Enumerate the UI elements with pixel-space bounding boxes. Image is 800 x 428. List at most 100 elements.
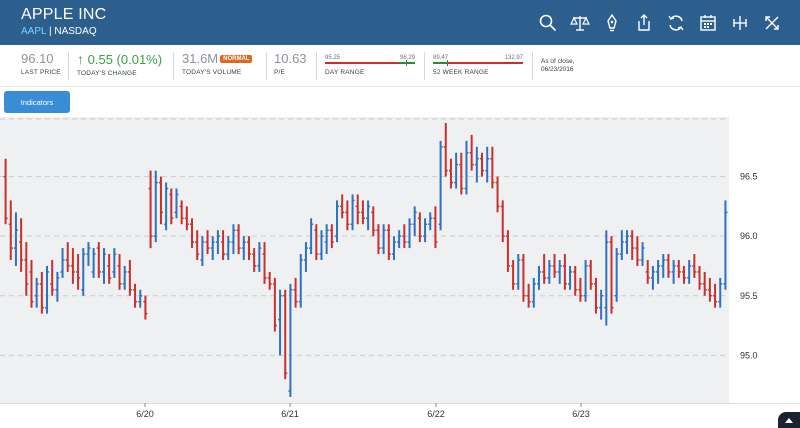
stat-divider: [424, 52, 425, 80]
ohlc-bar: [107, 254, 112, 284]
ohlc-bar: [438, 140, 443, 231]
day-range-bar: [325, 60, 415, 66]
ohlc-bar: [485, 146, 490, 183]
ohlc-bar: [625, 230, 630, 255]
ohlc-bar: [86, 242, 91, 266]
ohlc-bar: [153, 170, 158, 243]
pe-label: P/E: [274, 69, 286, 76]
ohlc-bar: [697, 265, 702, 290]
ohlc-bar: [619, 230, 624, 260]
x-axis-area: [0, 403, 800, 428]
ohlc-bar: [39, 271, 44, 314]
ohlc-bar: [423, 218, 428, 243]
ticker-separator: |: [48, 26, 55, 37]
ohlc-bar: [692, 254, 697, 278]
exchange-name: NASDAQ: [54, 26, 97, 37]
ohlc-bar: [34, 277, 39, 308]
ohlc-bar: [666, 254, 671, 278]
week52-range-marker: [447, 60, 448, 66]
ohlc-bar: [252, 248, 257, 272]
compare-scale-icon[interactable]: [564, 8, 596, 38]
ohlc-bar: [583, 260, 588, 302]
y-axis-area: [729, 117, 800, 403]
stat-divider: [68, 52, 69, 80]
ticker-symbol: AAPL: [21, 26, 47, 37]
ohlc-bar: [138, 289, 143, 308]
ohlc-bar: [397, 230, 402, 249]
volume-text: 31.6M: [182, 51, 219, 66]
ohlc-bar: [257, 242, 262, 272]
ohlc-bar: [45, 265, 50, 314]
ohlc-bar: [495, 176, 500, 213]
day-range-high: 96.29: [399, 55, 415, 61]
ohlc-bar: [184, 206, 189, 231]
ohlc-bar: [578, 277, 583, 302]
todays-volume-label: TODAY'S VOLUME: [182, 69, 242, 76]
price-chart[interactable]: 96.5 96.0 95.5 95.0 6/20 6/21 6/22 6/23: [0, 117, 800, 428]
ohlc-bar: [350, 194, 355, 231]
ohlc-bar: [681, 265, 686, 284]
ohlc-bar: [505, 230, 510, 272]
ohlc-bar: [262, 242, 267, 284]
ohlc-bar: [650, 265, 655, 290]
ohlc-bar: [60, 248, 65, 278]
ohlc-bar: [676, 260, 681, 278]
ticker-exchange: AAPL | NASDAQ: [21, 26, 97, 37]
pe-value: 10.63: [274, 51, 307, 66]
ohlc-bar: [614, 248, 619, 302]
ohlc-bar: [480, 152, 485, 177]
drawing-pen-icon[interactable]: [596, 8, 628, 38]
todays-change-label: TODAY'S CHANGE: [77, 70, 137, 77]
ohlc-bar: [303, 242, 308, 272]
ohlc-bar: [391, 236, 396, 260]
ohlc-bar: [464, 140, 469, 195]
week52-range-stat: 89.47 132.97 52 WEEK RANGE: [433, 55, 523, 76]
ohlc-bar: [236, 224, 241, 255]
ohlc-bar: [298, 254, 303, 308]
ohlc-bar: [283, 289, 288, 380]
ohlc-bar: [526, 283, 531, 308]
ohlc-bar: [91, 248, 96, 278]
ohlc-bar: [511, 260, 516, 290]
ohlc-bar: [713, 283, 718, 308]
ohlc-bar: [143, 295, 148, 320]
ohlc-bar: [29, 260, 34, 308]
ohlc-bar: [215, 230, 220, 255]
indicators-button[interactable]: Indicators: [4, 91, 70, 113]
ohlc-bar: [376, 224, 381, 255]
day-range-marker: [406, 60, 407, 66]
last-price-value: 96.10: [21, 51, 54, 66]
y-axis-tick-label: 95.0: [740, 350, 758, 360]
y-axis-tick-label: 96.0: [740, 231, 758, 241]
ohlc-bar: [324, 224, 329, 255]
calendar-icon[interactable]: [692, 8, 724, 38]
ohlc-bar: [148, 170, 153, 249]
ohlc-bar: [231, 224, 236, 255]
refresh-icon[interactable]: [660, 8, 692, 38]
ohlc-bar: [588, 260, 593, 290]
ohlc-bar: [454, 152, 459, 189]
share-icon[interactable]: [628, 8, 660, 38]
ohlc-bar: [309, 218, 314, 255]
ohlc-bar: [195, 230, 200, 260]
day-range-low: 95.25: [325, 55, 341, 61]
quote-stats-bar: 96.10 LAST PRICE ↑ 0.55 (0.01%) TODAY'S …: [0, 45, 800, 87]
fullscreen-icon[interactable]: [756, 8, 788, 38]
ohlc-bar: [459, 152, 464, 195]
crosshair-icon[interactable]: [724, 8, 756, 38]
chart-scroll-toggle-icon[interactable]: [778, 412, 800, 428]
ohlc-bar: [76, 254, 81, 290]
todays-change-value: ↑ 0.55 (0.01%): [77, 51, 162, 67]
ohlc-bar: [329, 224, 334, 249]
ohlc-bar: [573, 265, 578, 296]
search-icon[interactable]: [532, 8, 564, 38]
ohlc-bar: [718, 277, 723, 308]
x-axis-tick-label: 6/23: [572, 409, 590, 419]
arrow-up-icon: ↑: [77, 51, 84, 67]
ohlc-bar: [345, 200, 350, 231]
ohlc-bar: [552, 254, 557, 278]
ohlc-bar: [122, 265, 127, 290]
ohlc-bar: [70, 248, 75, 284]
ohlc-bar: [81, 248, 86, 296]
ohlc-bar: [19, 218, 24, 272]
